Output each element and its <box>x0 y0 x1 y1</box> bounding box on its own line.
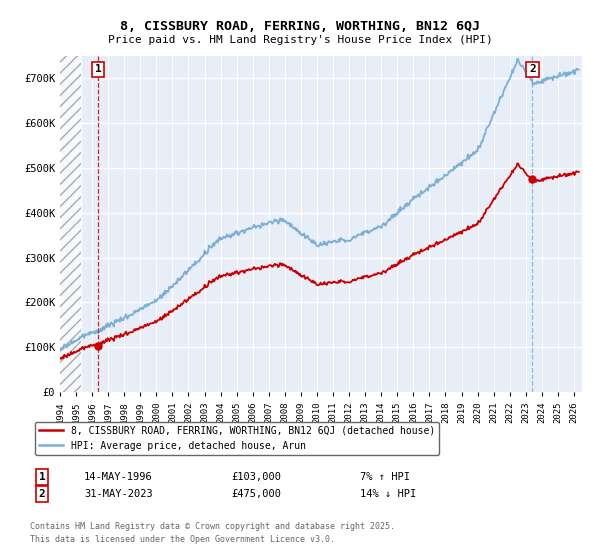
Bar <box>60 56 81 392</box>
Text: Price paid vs. HM Land Registry's House Price Index (HPI): Price paid vs. HM Land Registry's House … <box>107 35 493 45</box>
Text: £103,000: £103,000 <box>231 472 281 482</box>
Bar <box>60 56 81 392</box>
Text: 2: 2 <box>38 489 46 499</box>
Text: 14% ↓ HPI: 14% ↓ HPI <box>360 489 416 499</box>
Legend: 8, CISSBURY ROAD, FERRING, WORTHING, BN12 6QJ (detached house), HPI: Average pri: 8, CISSBURY ROAD, FERRING, WORTHING, BN1… <box>35 422 439 455</box>
Text: 1: 1 <box>95 64 101 74</box>
Text: 8, CISSBURY ROAD, FERRING, WORTHING, BN12 6QJ: 8, CISSBURY ROAD, FERRING, WORTHING, BN1… <box>120 20 480 32</box>
Text: Contains HM Land Registry data © Crown copyright and database right 2025.: Contains HM Land Registry data © Crown c… <box>30 522 395 531</box>
Text: 7% ↑ HPI: 7% ↑ HPI <box>360 472 410 482</box>
Text: 14-MAY-1996: 14-MAY-1996 <box>84 472 153 482</box>
Text: 31-MAY-2023: 31-MAY-2023 <box>84 489 153 499</box>
Text: 2: 2 <box>529 64 536 74</box>
Text: This data is licensed under the Open Government Licence v3.0.: This data is licensed under the Open Gov… <box>30 534 335 544</box>
Text: £475,000: £475,000 <box>231 489 281 499</box>
Text: 1: 1 <box>38 472 46 482</box>
